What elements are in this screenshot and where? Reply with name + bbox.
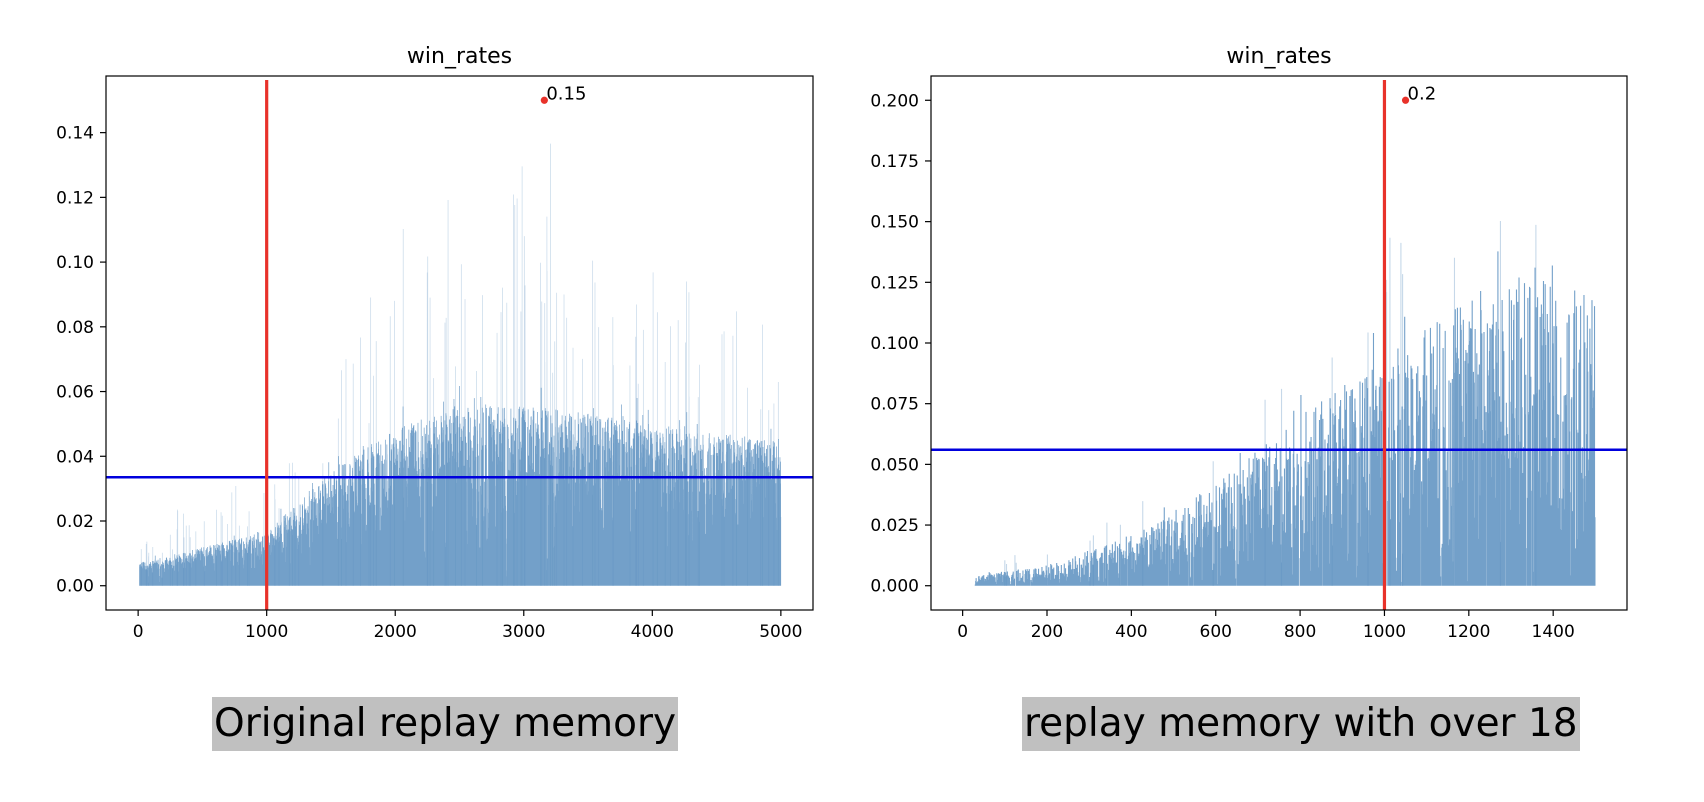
chart-2: 0.2 win_rates 0 200 400 600 800 1000 1200 1400 0.0…	[870, 44, 1628, 642]
y-tick-label: 0.125	[870, 273, 919, 293]
x-tick-label: 4000	[631, 622, 674, 642]
x-tick-label: 1000	[245, 622, 288, 642]
x-tick-label: 2000	[374, 622, 417, 642]
x-tick-label: 5000	[759, 622, 802, 642]
chart-title: win_rates	[1226, 44, 1331, 69]
caption-original-replay-memory: Original replay memory	[212, 697, 679, 751]
chart-title: win_rates	[407, 44, 512, 69]
x-tick-label: 3000	[502, 622, 545, 642]
y-tick-label: 0.200	[870, 91, 919, 111]
y-tick-label: 0.075	[870, 395, 919, 415]
y-tick-label: 0.000	[870, 577, 919, 597]
max-label: 0.2	[1408, 83, 1437, 104]
y-tick-label: 0.12	[56, 188, 94, 208]
x-tick-label: 200	[1031, 622, 1063, 642]
y-tick-label: 0.050	[870, 455, 919, 475]
x-tick-label: 400	[1115, 622, 1147, 642]
y-tick-label: 0.100	[870, 334, 919, 354]
y-tick-label: 0.06	[56, 383, 94, 403]
win-rate-bars	[974, 251, 1596, 586]
x-tick-label: 0	[957, 622, 968, 642]
max-marker	[540, 96, 548, 104]
y-tick-label: 0.02	[56, 512, 94, 532]
y-tick-label: 0.150	[870, 213, 919, 233]
y-tick-label: 0.175	[870, 152, 919, 172]
y-tick-label: 0.04	[56, 447, 94, 467]
chart-1: 0.15 win_rates 0 1000 2000 3000 4000 5000 0.00 0.…	[56, 44, 814, 642]
x-tick-label: 1400	[1532, 622, 1575, 642]
y-tick-label: 0.10	[56, 253, 94, 273]
caption-replay-memory-over-18: replay memory with over 18	[1022, 697, 1580, 751]
x-tick-label: 800	[1284, 622, 1316, 642]
x-tick-label: 0	[133, 622, 144, 642]
x-tick-label: 1000	[1363, 622, 1406, 642]
win-rate-bars	[139, 385, 782, 586]
axes-frame	[105, 75, 814, 611]
max-label: 0.15	[546, 83, 586, 104]
x-tick-label: 600	[1200, 622, 1232, 642]
y-tick-label: 0.025	[870, 516, 919, 536]
win-rate-bars-peaks	[140, 143, 779, 586]
x-tick-label: 1200	[1447, 622, 1490, 642]
win-rate-bars-peaks	[1004, 221, 1537, 586]
y-tick-label: 0.14	[56, 124, 94, 144]
max-marker	[1401, 96, 1410, 104]
y-tick-label: 0.08	[56, 318, 94, 338]
y-tick-label: 0.00	[56, 577, 94, 597]
